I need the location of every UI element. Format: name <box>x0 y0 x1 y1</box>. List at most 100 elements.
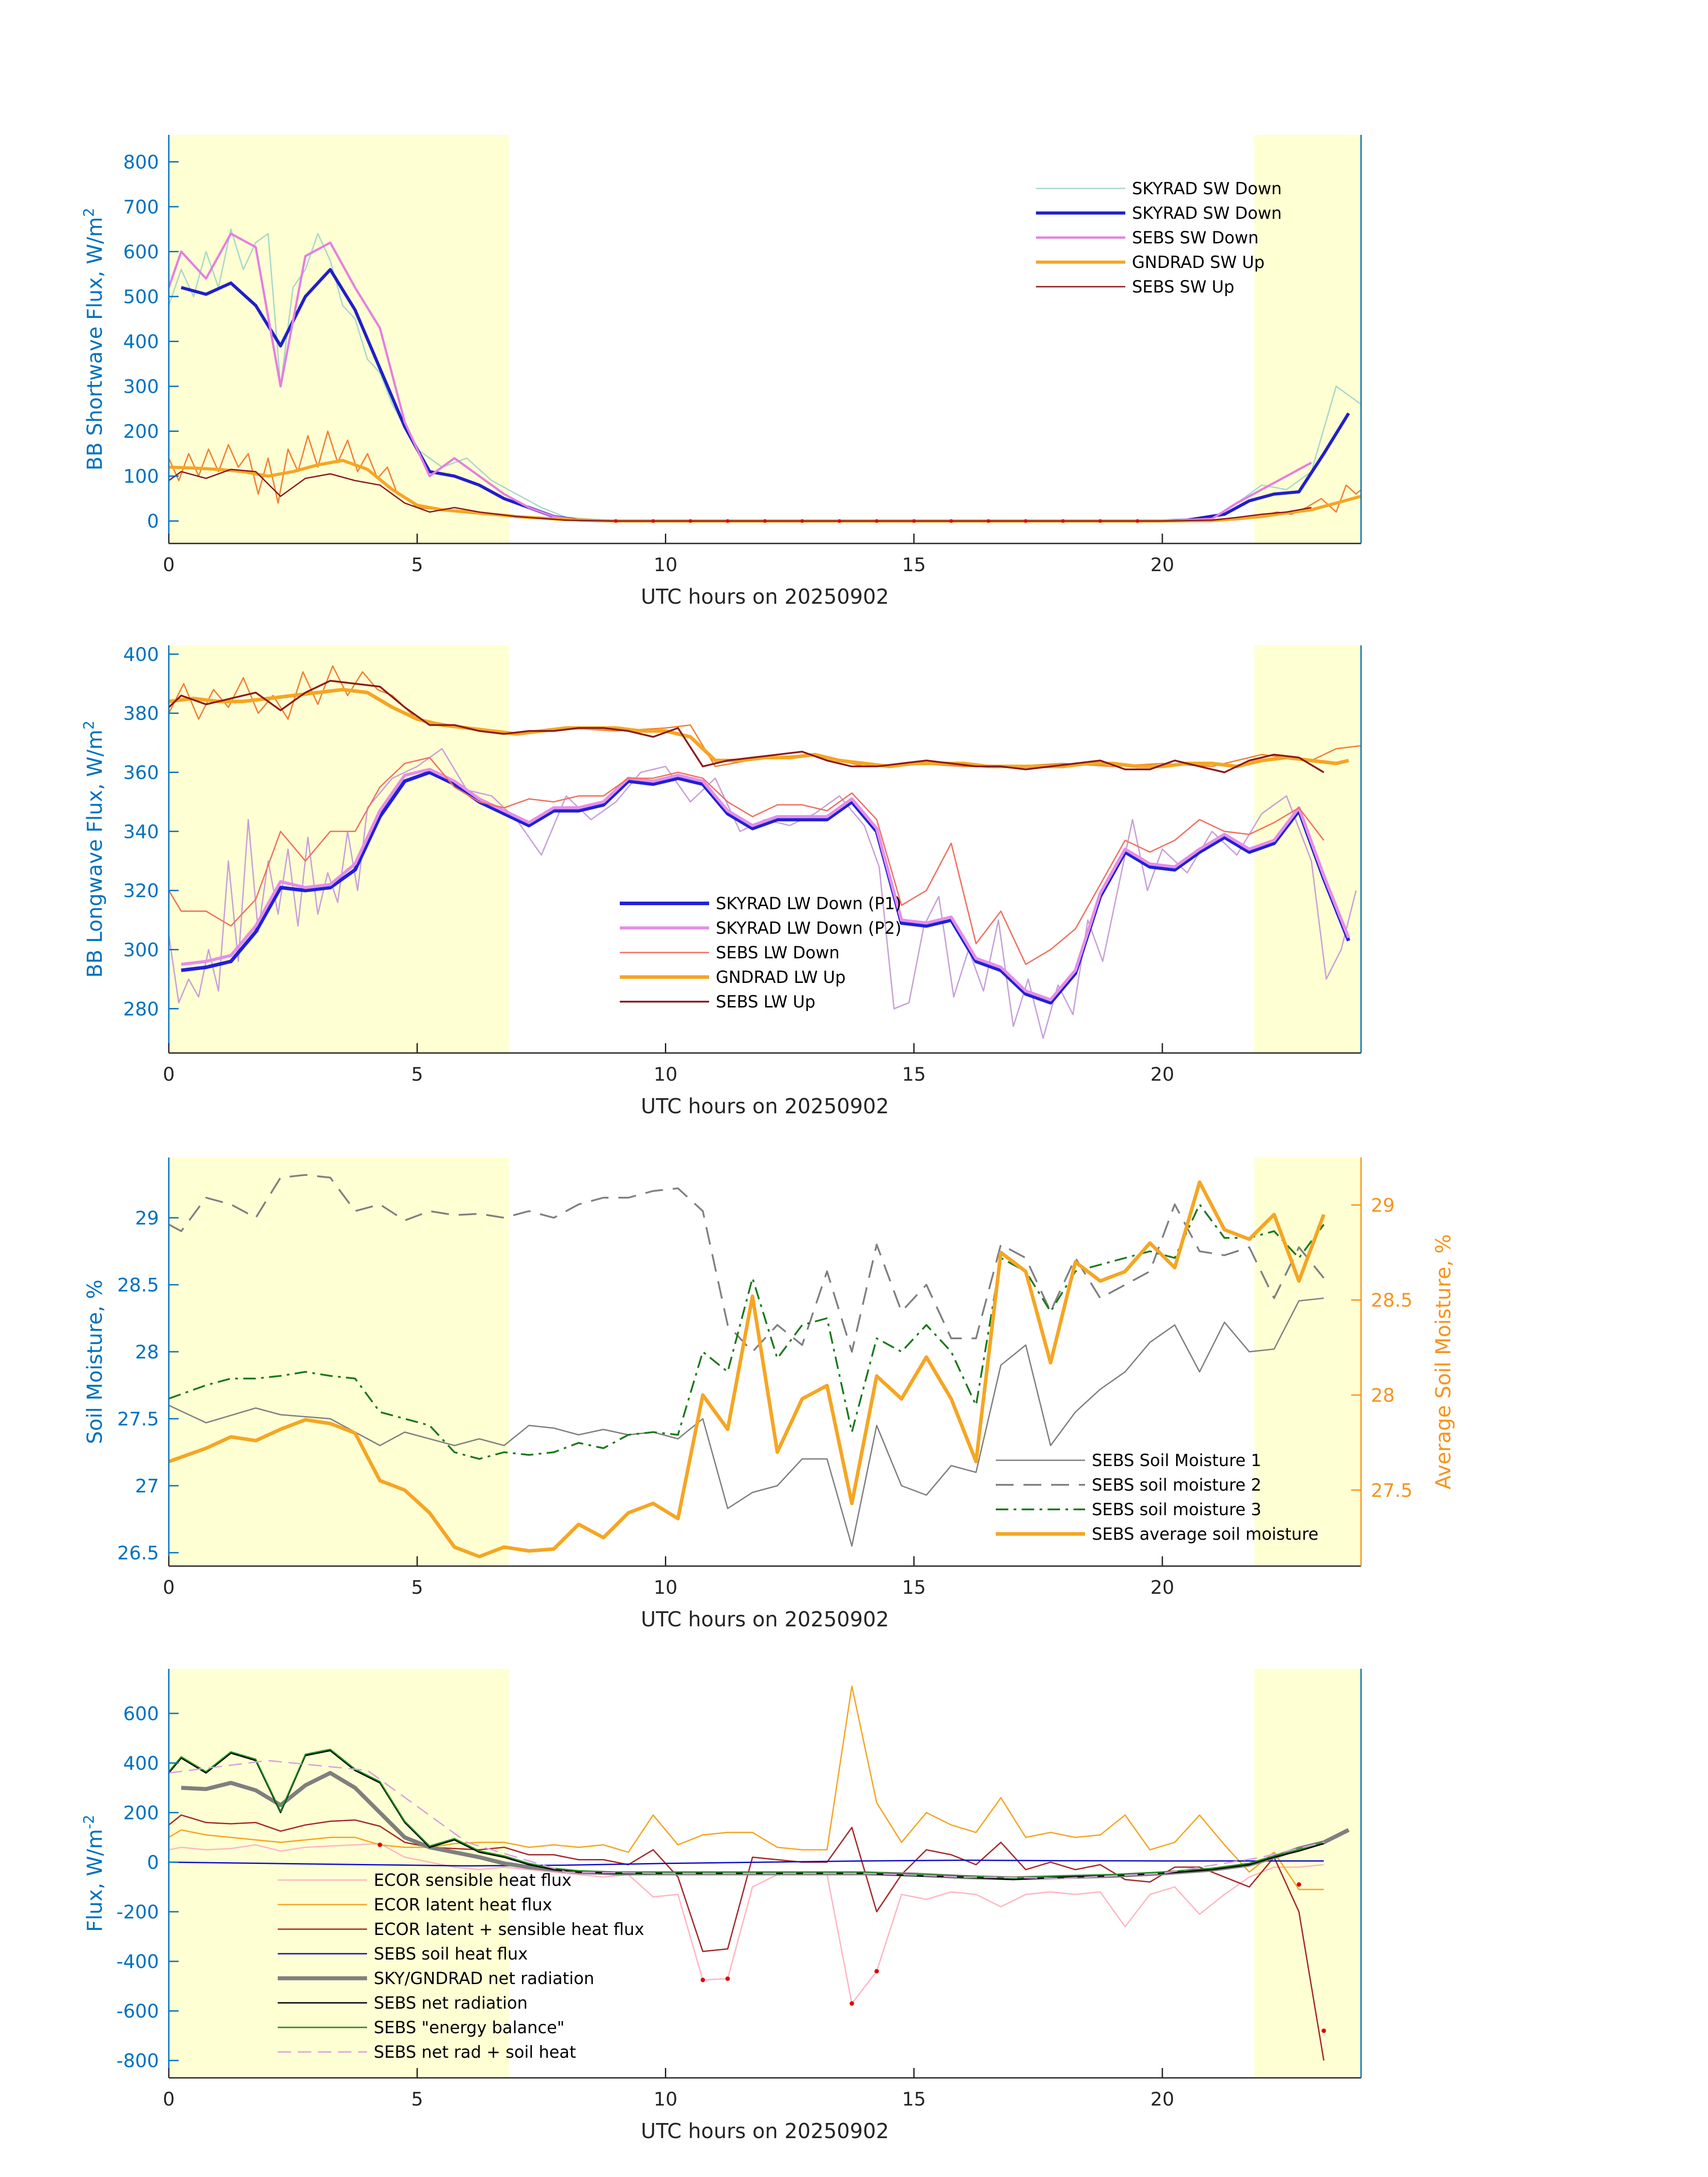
shaded-region <box>1254 645 1361 1053</box>
series-line-sebs-soil-heat-flux <box>169 1859 1324 1867</box>
plot-area <box>169 1174 1326 1559</box>
x-tick-label: 20 <box>1150 1063 1174 1085</box>
plot-area <box>169 228 1361 523</box>
series-line-skyrad-lw-down-p1 <box>181 770 1350 1005</box>
x-tick-label: 15 <box>902 1063 926 1085</box>
y-right-tick-label: 28.5 <box>1371 1289 1413 1311</box>
x-axis-label: UTC hours on 20250902 <box>641 2119 889 2143</box>
zero-marker <box>689 519 693 523</box>
outlier-marker <box>874 1969 879 1974</box>
legend-entry-label: SEBS SW Up <box>1132 277 1234 297</box>
x-tick-label: 0 <box>163 554 175 576</box>
legend-entry-label: SEBS LW Down <box>716 943 839 962</box>
series-line-ecor-sensible-heat-flux <box>169 1843 1324 2004</box>
legend-entry-label: SKYRAD LW Down (P2) <box>716 919 902 938</box>
y-tick-label: 0 <box>147 510 159 532</box>
zero-marker <box>837 519 841 523</box>
legend-entry-label: SEBS net radiation <box>374 1993 528 2013</box>
x-axis-label: UTC hours on 20250902 <box>641 1094 889 1118</box>
y-tick-label: 800 <box>123 151 159 173</box>
y-tick-label: 29 <box>135 1207 159 1229</box>
legend: SKYRAD SW Down SKYRAD SW Down SEBS SW Down… <box>1036 179 1282 297</box>
y-right-axis-label: Average Soil Moisture, % <box>1431 1234 1455 1490</box>
y-tick-label: -200 <box>117 1901 159 1923</box>
zero-marker <box>614 519 618 523</box>
y-tick-label: 28.5 <box>117 1274 159 1296</box>
x-tick-label: 15 <box>902 2088 926 2110</box>
x-tick-label: 15 <box>902 1576 926 1598</box>
legend-entry-label: ECOR latent + sensible heat flux <box>374 1920 644 1939</box>
x-tick-label: 5 <box>411 1576 423 1598</box>
x-axis-label: UTC hours on 20250902 <box>641 1607 889 1631</box>
y-tick-label: 500 <box>123 286 159 308</box>
legend-entry-label: SEBS SW Down <box>1132 228 1259 247</box>
y-tick-label: 400 <box>123 331 159 353</box>
series-line-sebs-soil-moisture-3 <box>169 1203 1325 1460</box>
zero-marker <box>875 519 879 523</box>
x-tick-label: 10 <box>654 1576 677 1598</box>
series-line-sebs-energy-balance <box>169 1748 1324 1879</box>
y-right-tick-label: 29 <box>1371 1194 1395 1216</box>
zero-marker <box>1024 519 1028 523</box>
zero-marker <box>912 519 916 523</box>
y-tick-label: 380 <box>123 702 159 724</box>
series-line-ecor-latent-heat-flux <box>169 1685 1324 1890</box>
x-tick-label: 0 <box>163 1063 175 1085</box>
series-line-sebs-net-rad-soil-heat <box>169 1759 1324 1879</box>
series-line-sebs-soil-moisture-2 <box>169 1174 1325 1353</box>
shaded-region <box>169 645 509 1053</box>
plot-area <box>169 1685 1350 2061</box>
legend-entry-label: SEBS "energy balance" <box>374 2018 564 2037</box>
legend-entry-label: SEBS Soil Moisture 1 <box>1092 1451 1261 1470</box>
legend-entry-label: GNDRAD LW Up <box>716 968 846 987</box>
zero-marker <box>651 519 655 523</box>
x-tick-label: 20 <box>1150 554 1174 576</box>
legend-entry-label: SEBS soil heat flux <box>374 1944 528 1964</box>
y-tick-label: 0 <box>147 1851 159 1873</box>
legend-entry-label: SKYRAD SW Down <box>1132 179 1282 198</box>
legend-entry-label: ECOR latent heat flux <box>374 1895 552 1914</box>
x-tick-label: 20 <box>1150 1576 1174 1598</box>
legend-entry-label: SKYRAD LW Down (P1) <box>716 894 902 913</box>
x-tick-label: 10 <box>654 2088 677 2110</box>
legend-entry-label: SEBS LW Up <box>716 992 815 1011</box>
y-tick-label: 26.5 <box>117 1542 159 1564</box>
outlier-marker <box>1321 2028 1326 2033</box>
x-tick-label: 10 <box>654 554 677 576</box>
y-tick-label: 100 <box>123 465 159 487</box>
series-line-sebs-lw-up <box>169 680 1324 773</box>
chart-panel-2: 0 5 10 15 20 280 300 320 340 360 380 400 UTC hours o… <box>80 643 1362 1118</box>
outlier-marker <box>700 1977 705 1982</box>
y-tick-label: 300 <box>123 376 159 397</box>
y-axis-label: BB Longwave Flux, W/m2 <box>80 720 107 978</box>
y-axis-label: BB Shortwave Flux, W/m2 <box>80 208 107 470</box>
y-right-tick-label: 28 <box>1371 1384 1395 1406</box>
zero-marker <box>1098 519 1102 523</box>
y-tick-label: 200 <box>123 1802 159 1824</box>
zero-marker <box>726 519 730 523</box>
legend-entry-label: SEBS average soil moisture <box>1092 1525 1319 1544</box>
zero-marker <box>986 519 990 523</box>
x-tick-label: 5 <box>411 554 423 576</box>
x-tick-label: 5 <box>411 1063 423 1085</box>
chart-panel-4: 0 5 10 15 20 -800 -600 -400 -200 0 200 400 600 UTC ho… <box>80 1669 1362 2143</box>
zero-marker <box>763 519 767 523</box>
series-line-ecor-latent-sensible-heat-flux <box>169 1814 1325 2061</box>
shaded-region <box>169 1669 509 2078</box>
y-tick-label: 600 <box>123 1703 159 1725</box>
shaded-region <box>1254 135 1361 543</box>
x-tick-label: 10 <box>654 1063 677 1085</box>
outlier-marker <box>1296 1882 1301 1887</box>
chart-panel-3: 0 5 10 15 20 26.5 27 27.5 28 28.5 29 27.5 28 28.5 29 UT… <box>83 1157 1455 1631</box>
plot-area <box>169 665 1361 1039</box>
shaded-region <box>1254 1669 1361 2078</box>
legend: SKYRAD LW Down (P1) SKYRAD LW Down (P2) SE… <box>620 894 902 1011</box>
y-tick-label: 400 <box>123 643 159 665</box>
legend: ECOR sensible heat flux ECOR latent heat … <box>278 1871 644 2062</box>
y-tick-label: 200 <box>123 421 159 443</box>
outlier-marker <box>725 1976 730 1981</box>
legend-entry-label: SKY/GNDRAD net radiation <box>374 1969 594 1988</box>
y-tick-label: 400 <box>123 1752 159 1774</box>
y-right-tick-label: 27.5 <box>1371 1479 1413 1501</box>
